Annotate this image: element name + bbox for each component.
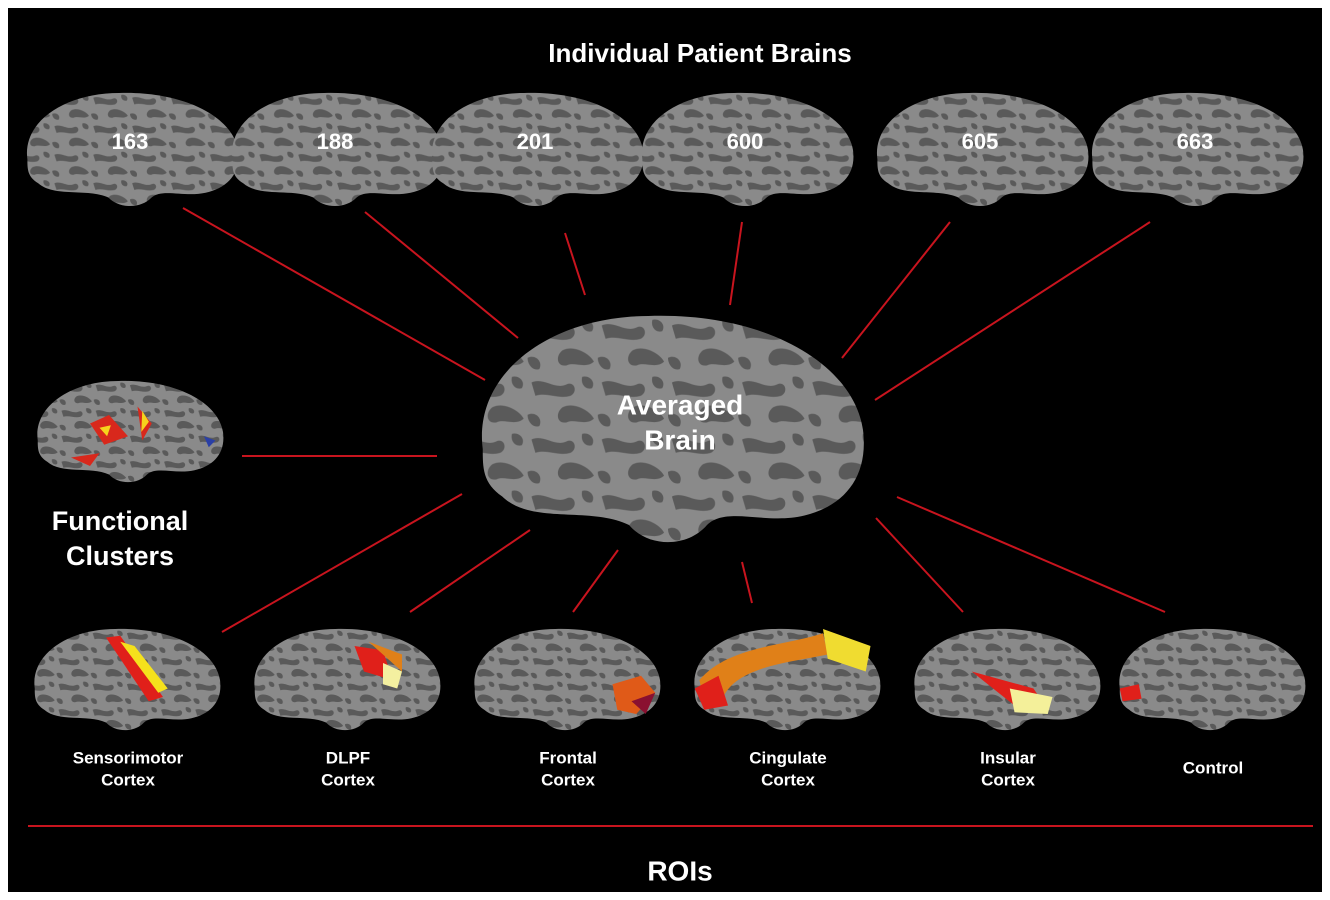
center-label: Averaged: [617, 389, 744, 420]
roi-label: Cortex: [101, 770, 155, 789]
roi-label: Cortex: [541, 770, 595, 789]
roi-label: Cortex: [761, 770, 815, 789]
footer-title: ROIs: [647, 855, 712, 886]
center-label: Brain: [644, 424, 716, 455]
body: Individual Patient Brains Averaged Brain Fu…: [0, 0, 1330, 900]
patient-label: 600: [727, 129, 764, 154]
patient-label: 163: [112, 129, 149, 154]
diagram: Individual Patient Brains Averaged Brain Fu…: [0, 0, 1330, 900]
patient-label: 605: [962, 129, 999, 154]
title: Individual Patient Brains: [548, 38, 851, 68]
roi-label: Cingulate: [749, 748, 826, 767]
patient-label: 188: [317, 129, 354, 154]
clusters-label: Functional: [52, 506, 189, 536]
roi-label: Control: [1183, 758, 1243, 777]
roi-label: Sensorimotor: [73, 748, 184, 767]
patient-label: 663: [1177, 129, 1214, 154]
roi-label: Frontal: [539, 748, 597, 767]
patient-label: 201: [517, 129, 554, 154]
roi-label: Cortex: [321, 770, 375, 789]
clusters-label: Clusters: [66, 541, 174, 571]
roi-brain: [694, 629, 880, 730]
page: Brains diagram {"header": {"title": "Ind…: [0, 0, 1330, 900]
roi-label: Insular: [980, 748, 1036, 767]
roi-label: Cortex: [981, 770, 1035, 789]
roi-label: DLPF: [326, 748, 370, 767]
